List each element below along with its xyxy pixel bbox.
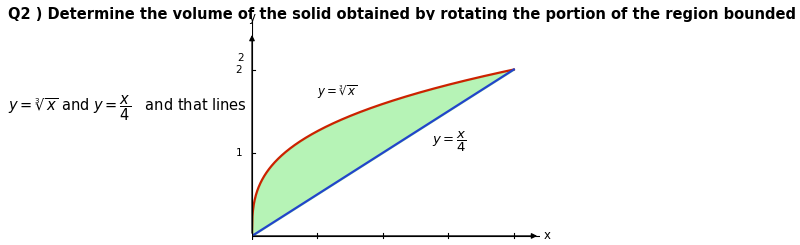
Text: x: x (543, 229, 550, 243)
Text: Q2 ) Determine the volume of the solid obtained by rotating the portion of the r: Q2 ) Determine the volume of the solid o… (8, 7, 800, 22)
Text: $y = \dfrac{x}{4}$: $y = \dfrac{x}{4}$ (432, 130, 467, 154)
Text: 2: 2 (237, 53, 244, 63)
Text: $y = \sqrt[3]{x}$: $y = \sqrt[3]{x}$ (318, 84, 358, 101)
Text: y: y (249, 11, 255, 24)
Text: 2: 2 (235, 64, 242, 74)
Text: $y = \sqrt[3]{x}$ and $y = \dfrac{x}{4}$   and that lines in the first quadrant : $y = \sqrt[3]{x}$ and $y = \dfrac{x}{4}$… (8, 93, 526, 123)
Text: 1: 1 (235, 148, 242, 158)
